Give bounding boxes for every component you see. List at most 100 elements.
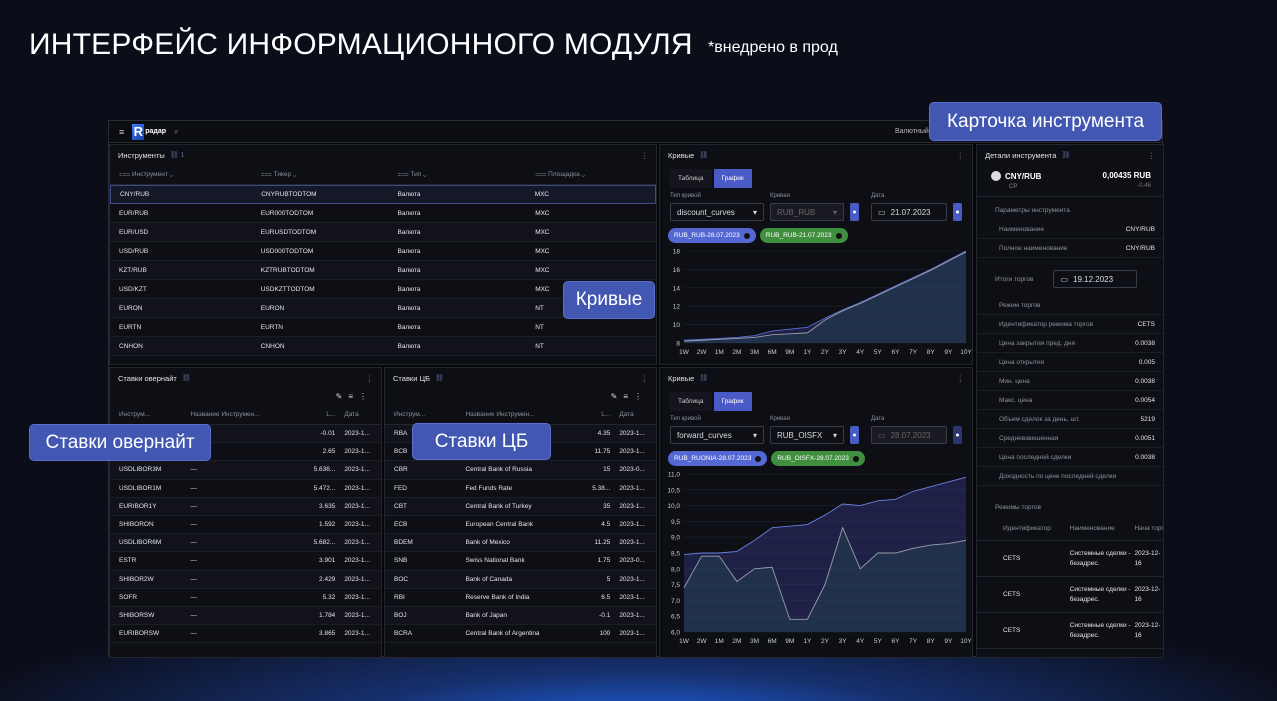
- more-icon[interactable]: ⋮: [640, 373, 649, 383]
- add-date-button[interactable]: ●: [953, 203, 962, 221]
- filter-icon[interactable]: ≡: [348, 392, 353, 401]
- curve-chip[interactable]: RUB_RUB-21.07.2023: [759, 228, 848, 243]
- table-row[interactable]: CBR Central Bank of Russia 15 2023-0...: [385, 461, 656, 480]
- table-row[interactable]: EURON EURON Валюта NT: [110, 299, 656, 318]
- table-row[interactable]: SNB Swiss National Bank 1.75 2023-0...: [385, 552, 656, 571]
- curve-type-select[interactable]: discount_curves ▾: [670, 203, 764, 221]
- table-row[interactable]: EUR/USD EURUSDTODTOM Валюта МХС: [110, 223, 656, 242]
- column-header[interactable]: Название Инструмен...: [190, 411, 260, 418]
- more-icon[interactable]: ⋮: [956, 373, 965, 383]
- table-row[interactable]: 2.65 2023-1...: [110, 443, 381, 462]
- link-icon[interactable]: ⛓: [699, 375, 709, 382]
- curve-select[interactable]: RUB_RUB ▾: [770, 203, 844, 221]
- table-row[interactable]: BCRA Central Bank of Argentina 100 2023-1..…: [385, 625, 656, 644]
- table-row[interactable]: CETS Системные сделки - безадрес. 2023-12-…: [977, 613, 1163, 649]
- date-picker[interactable]: ▭ 21.07.2023: [871, 203, 947, 221]
- curve-chip[interactable]: RUB_RUONIA-28.07.2023: [668, 451, 768, 466]
- add-curve-button[interactable]: ●: [850, 426, 859, 444]
- date-picker[interactable]: ▭ 28.07.2023: [871, 426, 947, 444]
- remove-chip-icon[interactable]: [852, 455, 859, 462]
- link-icon[interactable]: ⛓ 1: [169, 152, 185, 159]
- edit-icon[interactable]: ✎: [610, 392, 618, 401]
- column-header[interactable]: Нача торго: [1134, 525, 1163, 532]
- column-header[interactable]: L...: [326, 411, 336, 418]
- menu-icon[interactable]: ≡: [119, 126, 125, 137]
- table-row[interactable]: CETS Системные сделки - безадрес. 2023-12-…: [977, 541, 1163, 577]
- column-header[interactable]: Идентификатор: [1003, 525, 1051, 532]
- link-icon[interactable]: ⛓: [181, 375, 191, 382]
- filter-icon[interactable]: ≡: [623, 392, 628, 401]
- param-value: CNY/RUB: [1125, 225, 1155, 233]
- table-row[interactable]: BCB 11.75 2023-1...: [385, 443, 656, 462]
- column-header[interactable]: Наименование: [1069, 525, 1115, 532]
- table-row[interactable]: KZT/RUB KZTRUBTODTOM Валюта МХС: [110, 261, 656, 280]
- add-curve-button[interactable]: ●: [850, 203, 859, 221]
- table-row[interactable]: SOFR — 5.32 2023-1...: [110, 589, 381, 607]
- table-row[interactable]: BOC Bank of Canada 5 2023-1...: [385, 570, 656, 589]
- link-icon[interactable]: ⛓: [1061, 152, 1071, 159]
- more-icon[interactable]: ⋮: [634, 392, 642, 401]
- column-header[interactable]: Инструм...: [394, 411, 426, 418]
- column-header[interactable]: Дата: [619, 411, 634, 418]
- curve-select[interactable]: RUB_OISFX ▾: [770, 426, 844, 444]
- table-row[interactable]: EURTN EURTN Валюта NT: [110, 318, 656, 337]
- table-row[interactable]: EUR/RUB EUR000TODTOM Валюта МХС: [110, 204, 656, 223]
- topbar-menu-item[interactable]: Валютный: [895, 128, 929, 135]
- add-date-button[interactable]: ●: [953, 426, 962, 444]
- curve-chip[interactable]: RUB_RUB-28.07.2023: [668, 228, 756, 243]
- table-row[interactable]: CETS Системные сделки - безадрес. 2023-12-…: [977, 577, 1163, 613]
- curve-chip[interactable]: RUB_OISFX-28.07.2023: [771, 451, 865, 466]
- table-cell: USDLIBOR6M: [119, 539, 162, 547]
- x-tick-label: 9M: [785, 638, 794, 645]
- table-row[interactable]: ECB European Central Bank 4.5 2023-1...: [385, 516, 656, 535]
- column-header[interactable]: ⩶ Тикер ⌄: [260, 170, 297, 178]
- column-header[interactable]: ⩶ Площадка ⌄: [535, 170, 585, 178]
- column-header[interactable]: ⩶ Тип ⌄: [397, 170, 427, 178]
- table-row[interactable]: USD/KZT USDKZTTODTOM Валюта МХС: [110, 280, 656, 299]
- table-row[interactable]: EURIBORSW — 3.865 2023-1...: [110, 625, 381, 644]
- curve-type-select[interactable]: forward_curves ▾: [670, 426, 764, 444]
- link-icon[interactable]: ⛓: [699, 152, 709, 159]
- table-row[interactable]: CBT Central Bank of Turkey 35 2023-1...: [385, 497, 656, 516]
- table-row[interactable]: CNY/RUB CNYRUBTODTOM Валюта МХС: [110, 185, 656, 204]
- more-icon[interactable]: ⋮: [359, 392, 367, 401]
- tab-chart[interactable]: График: [713, 392, 752, 411]
- more-icon[interactable]: ⋮: [365, 373, 374, 383]
- table-row[interactable]: CNHON CNHON Валюта NT: [110, 337, 656, 356]
- trading-modes-table: Идентификатор Наименование Нача торго CETS С…: [977, 517, 1163, 649]
- table-row[interactable]: ESTR — 3.901 2023-1...: [110, 552, 381, 571]
- table-row[interactable]: RBI Reserve Bank of India 6.5 2023-1...: [385, 589, 656, 607]
- table-row[interactable]: USD/RUB USD000TODTOM Валюта МХС: [110, 242, 656, 261]
- table-row[interactable]: USDLIBOR1M — 5.472... 2023-1...: [110, 480, 381, 498]
- remove-chip-icon[interactable]: [755, 455, 762, 462]
- table-cell: Central Bank of Russia: [465, 466, 532, 474]
- table-row[interactable]: USDLIBOR3M — 5.636... 2023-1...: [110, 461, 381, 480]
- link-icon[interactable]: ⛓: [434, 375, 444, 382]
- column-header[interactable]: Инструм...: [119, 411, 151, 418]
- edit-icon[interactable]: ✎: [335, 392, 343, 401]
- more-icon[interactable]: ⋮: [640, 150, 649, 160]
- tab-table[interactable]: Таблица: [670, 169, 712, 188]
- table-row[interactable]: BOJ Bank of Japan -0.1 2023-1...: [385, 606, 656, 626]
- table-row[interactable]: USDLIBOR6M — 5.682... 2023-1...: [110, 534, 381, 553]
- table-row[interactable]: SHIBORON — 1.592 2023-1...: [110, 516, 381, 535]
- table-row[interactable]: FED Fed Funds Rate 5.38... 2023-1...: [385, 480, 656, 498]
- more-icon[interactable]: ⋮: [1147, 150, 1156, 160]
- tab-table[interactable]: Таблица: [670, 392, 712, 411]
- column-header[interactable]: L...: [601, 411, 611, 418]
- results-date-picker[interactable]: ▭ 19.12.2023: [1053, 270, 1138, 288]
- remove-chip-icon[interactable]: [743, 232, 750, 239]
- column-header[interactable]: Название Инструмен...: [465, 411, 535, 418]
- table-row[interactable]: EURIBOR1Y — 3.635 2023-1...: [110, 497, 381, 516]
- tab-chart[interactable]: График: [713, 169, 752, 188]
- remove-chip-icon[interactable]: [835, 232, 842, 239]
- more-icon[interactable]: ⋮: [956, 150, 965, 160]
- table-row[interactable]: SHIBOR2W — 2.429 2023-1...: [110, 570, 381, 589]
- panel-header: Кривые ⛓ ⋮: [660, 145, 972, 165]
- column-header[interactable]: ⩶ Инструмент ⌄: [119, 170, 174, 178]
- search-icon[interactable]: ⌕: [174, 126, 179, 136]
- column-header[interactable]: Дата: [344, 411, 359, 418]
- table-row[interactable]: BDEM Bank of Mexico 11.25 2023-1...: [385, 534, 656, 553]
- table-row[interactable]: SHIBORSW — 1.784 2023-1...: [110, 606, 381, 626]
